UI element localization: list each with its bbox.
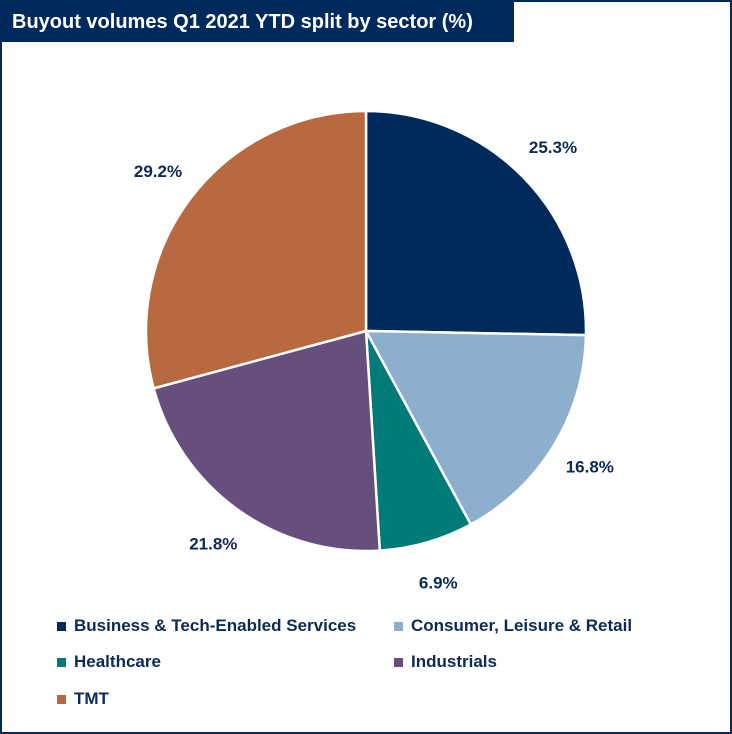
legend-swatch-healthcare (57, 657, 66, 667)
legend-swatch-tmt (57, 694, 66, 704)
legend-label-industrials: Industrials (411, 652, 497, 671)
pie-slice-industrials (152, 329, 382, 553)
legend-label-tmt: TMT (74, 689, 109, 708)
pie-slice-business-tech-enabled-services (364, 109, 588, 337)
legend-label-consumer-leisure-retail: Consumer, Leisure & Retail (411, 616, 633, 635)
legend-label-healthcare: Healthcare (74, 652, 161, 671)
legend-item-business-tech-enabled-services: Business & Tech-Enabled Services (57, 616, 356, 636)
legend-item-consumer-leisure-retail: Consumer, Leisure & Retail (394, 616, 632, 636)
legend-label-business-tech-enabled-services: Business & Tech-Enabled Services (74, 616, 357, 635)
chart-title: Buyout volumes Q1 2021 YTD split by sect… (2, 2, 514, 42)
data-label-tmt: 29.2% (134, 162, 182, 181)
legend-swatch-business-tech-enabled-services (57, 621, 66, 631)
legend-item-industrials: Industrials (394, 652, 497, 672)
legend-swatch-industrials (394, 657, 403, 667)
pie-slice-tmt (144, 109, 368, 390)
legend-item-healthcare: Healthcare (57, 652, 161, 672)
data-label-industrials: 21.8% (189, 534, 237, 553)
legend-item-tmt: TMT (57, 689, 109, 709)
data-label-healthcare: 6.9% (419, 573, 458, 592)
pie-slice-consumer-leisure-retail (364, 329, 588, 526)
legend-swatch-consumer-leisure-retail (394, 621, 403, 631)
data-label-business-tech-enabled-services: 25.3% (529, 138, 577, 157)
data-label-consumer-leisure-retail: 16.8% (566, 458, 614, 477)
